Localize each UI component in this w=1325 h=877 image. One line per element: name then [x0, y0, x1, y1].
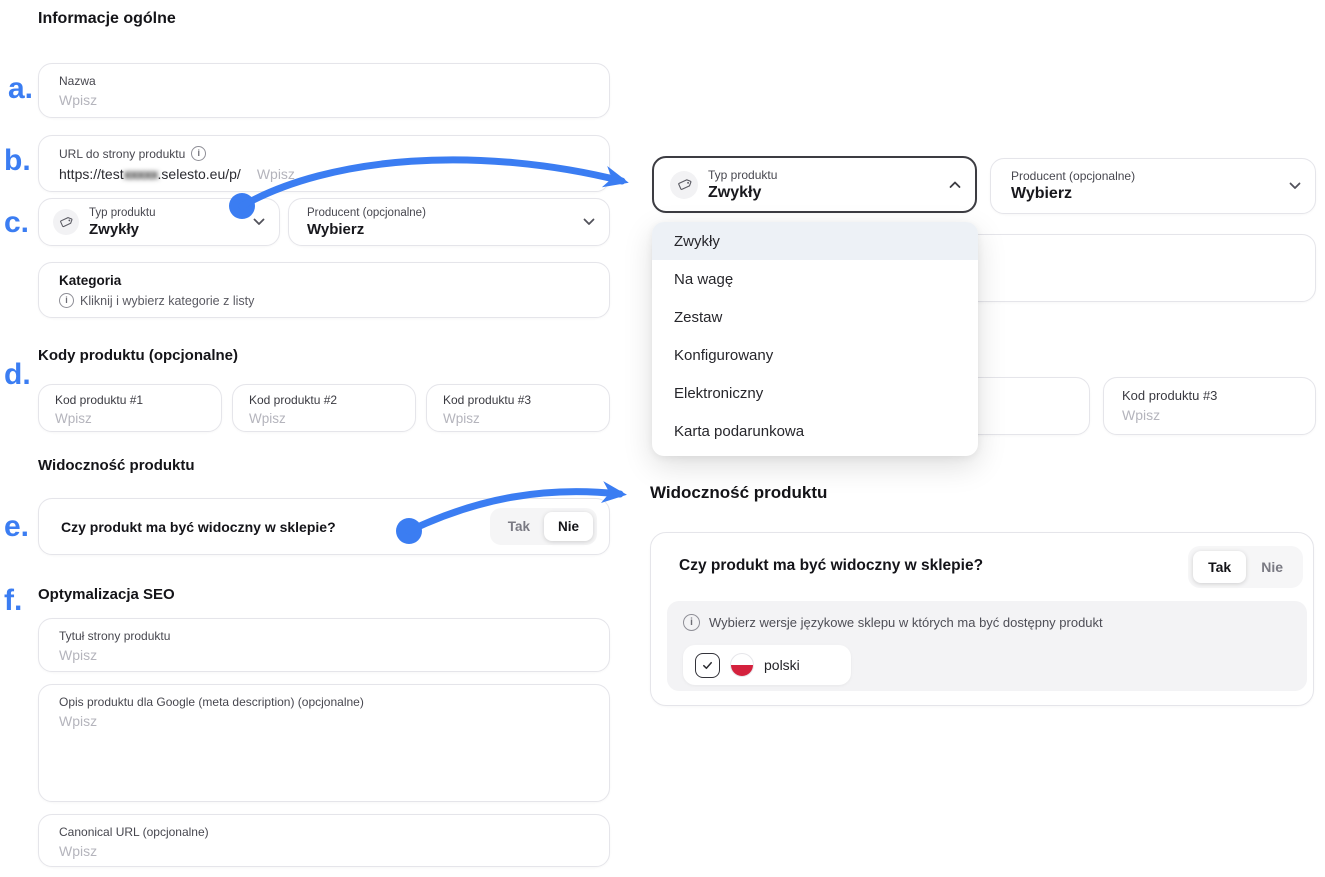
url-placeholder: Wpisz: [256, 166, 295, 182]
product-code-1-field[interactable]: Kod produktu #1 Wpisz: [38, 384, 222, 432]
annotation-letter-c: c.: [4, 206, 30, 239]
manufacturer-value: Wybierz: [1011, 185, 1073, 202]
product-code-3-placeholder: Wpisz: [1122, 407, 1161, 423]
product-type-label: Typ produktu: [89, 206, 156, 219]
visibility-card: Czy produkt ma być widoczny w sklepie? T…: [38, 498, 610, 555]
category-hint: Kliknij i wybierz kategorie z listy: [80, 293, 255, 308]
product-codes-heading: Kody produktu (opcjonalne): [38, 347, 238, 364]
url-label: URL do strony produktu: [59, 146, 186, 161]
product-type-dropdown-menu: Zwykły Na wagę Zestaw Konfigurowany Elek…: [652, 222, 978, 456]
language-hint: Wybierz wersje językowe sklepu w których…: [709, 615, 1103, 630]
annotation-letter-b: b.: [4, 144, 31, 177]
product-code-3-label: Kod produktu #3: [443, 393, 532, 407]
product-code-3-placeholder: Wpisz: [443, 411, 480, 426]
chevron-down-icon: [253, 218, 265, 226]
product-code-1-label: Kod produktu #1: [55, 393, 144, 407]
tag-icon: [53, 209, 79, 235]
category-label: Kategoria: [59, 273, 122, 288]
language-versions-panel: i Wybierz wersje językowe sklepu w który…: [667, 601, 1307, 691]
seo-title-label: Tytuł strony produktu: [59, 629, 171, 643]
visibility-question: Czy produkt ma być widoczny w sklepie?: [679, 557, 984, 574]
manufacturer-select[interactable]: Producent (opcjonalne) Wybierz: [288, 198, 610, 246]
seo-meta-description-field[interactable]: Opis produktu dla Google (meta descripti…: [38, 684, 610, 802]
seo-meta-label: Opis produktu dla Google (meta descripti…: [59, 695, 364, 709]
annotation-letter-d: d.: [4, 358, 31, 391]
annotation-letter-f: f.: [4, 584, 23, 617]
info-icon: i: [683, 614, 700, 631]
annotation-letter-a: a.: [8, 72, 34, 105]
toggle-no-button[interactable]: Nie: [1261, 559, 1283, 575]
info-icon: i: [191, 146, 207, 161]
seo-title-placeholder: Wpisz: [59, 647, 98, 663]
product-code-3-label: Kod produktu #3: [1122, 388, 1218, 403]
info-icon: i: [59, 293, 74, 308]
chevron-up-icon: [949, 181, 961, 189]
toggle-no-button[interactable]: Nie: [543, 512, 593, 541]
tag-icon: [670, 170, 698, 199]
product-type-select-open[interactable]: Typ produktu Zwykły: [652, 156, 977, 213]
chevron-down-icon: [583, 218, 595, 226]
visibility-card: Czy produkt ma być widoczny w sklepie? T…: [650, 532, 1314, 706]
product-url-field[interactable]: URL do strony produktu i https://testxxx…: [38, 135, 610, 192]
dropdown-option-konfigurowany[interactable]: Konfigurowany: [674, 346, 774, 364]
chevron-down-icon: [1289, 182, 1301, 190]
canonical-url-field[interactable]: Canonical URL (opcjonalne) Wpisz: [38, 814, 610, 867]
language-name: polski: [764, 657, 800, 673]
checkbox-checked-icon[interactable]: [695, 652, 720, 678]
dropdown-option-zwykly[interactable]: Zwykły: [652, 222, 978, 260]
visibility-question: Czy produkt ma być widoczny w sklepie?: [61, 518, 336, 535]
annotation-letter-e: e.: [4, 510, 30, 543]
product-code-2-label: Kod produktu #2: [249, 393, 338, 407]
manufacturer-value: Wybierz: [307, 220, 365, 238]
seo-meta-placeholder: Wpisz: [59, 713, 98, 729]
toggle-yes-button[interactable]: Tak: [507, 519, 530, 534]
dropdown-option-na-wage[interactable]: Na wagę: [674, 270, 734, 288]
product-code-3-field[interactable]: Kod produktu #3 Wpisz: [426, 384, 610, 432]
product-code-2-placeholder: Wpisz: [249, 411, 286, 426]
toggle-yes-button[interactable]: Tak: [1193, 551, 1247, 583]
name-field[interactable]: Nazwa Wpisz: [38, 63, 610, 118]
product-type-value: Zwykły: [89, 220, 140, 238]
language-option-polski[interactable]: polski: [683, 645, 851, 685]
manufacturer-label: Producent (opcjonalne): [307, 206, 426, 219]
seo-heading: Optymalizacja SEO: [38, 586, 175, 603]
product-code-1-placeholder: Wpisz: [55, 411, 92, 426]
visibility-toggle: Tak Nie: [1188, 546, 1303, 588]
product-code-3-field[interactable]: Kod produktu #3 Wpisz: [1103, 377, 1316, 435]
product-type-label: Typ produktu: [708, 167, 778, 182]
name-label: Nazwa: [59, 74, 96, 88]
product-type-select[interactable]: Typ produktu Zwykły: [38, 198, 280, 246]
url-prefix: https://testxxxxx.selesto.eu/p/: [59, 166, 241, 182]
seo-title-field[interactable]: Tytuł strony produktu Wpisz: [38, 618, 610, 672]
dropdown-option-elektroniczny[interactable]: Elektroniczny: [674, 384, 764, 402]
poland-flag-icon: [730, 653, 754, 677]
category-field[interactable]: Kategoria i Kliknij i wybierz kategorie …: [38, 262, 610, 318]
dropdown-option-zestaw[interactable]: Zestaw: [674, 308, 723, 326]
product-type-value: Zwykły: [708, 183, 762, 201]
name-placeholder: Wpisz: [59, 92, 98, 108]
dropdown-option-karta-podarunkowa[interactable]: Karta podarunkowa: [674, 422, 805, 440]
canonical-url-placeholder: Wpisz: [59, 843, 98, 859]
censored-text: xxxxx: [123, 166, 159, 182]
page-title: Informacje ogólne: [38, 10, 176, 27]
canonical-url-label: Canonical URL (opcjonalne): [59, 825, 209, 839]
product-code-2-field[interactable]: Kod produktu #2 Wpisz: [232, 384, 416, 432]
manufacturer-select[interactable]: Producent (opcjonalne) Wybierz: [990, 158, 1316, 214]
visibility-heading: Widoczność produktu: [650, 483, 828, 502]
visibility-heading: Widoczność produktu: [38, 457, 195, 474]
manufacturer-label: Producent (opcjonalne): [1011, 169, 1136, 183]
visibility-toggle: Tak Nie: [489, 508, 597, 545]
